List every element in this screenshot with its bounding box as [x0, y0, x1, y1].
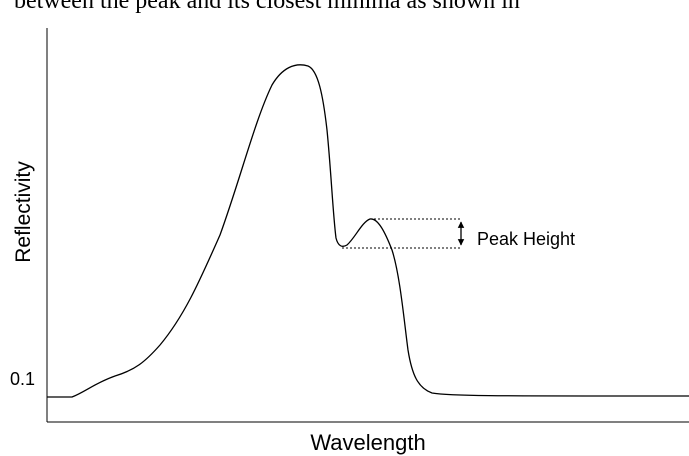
reflectivity-curve	[47, 64, 689, 398]
caption-fragment: between the peak and its closest minima …	[14, 0, 520, 14]
y-tick-label: 0.1	[10, 369, 35, 389]
y-axis-label: Reflectivity	[12, 161, 35, 263]
annotation: Peak Height	[477, 229, 575, 249]
x-axis-label: Wavelength	[310, 430, 425, 455]
